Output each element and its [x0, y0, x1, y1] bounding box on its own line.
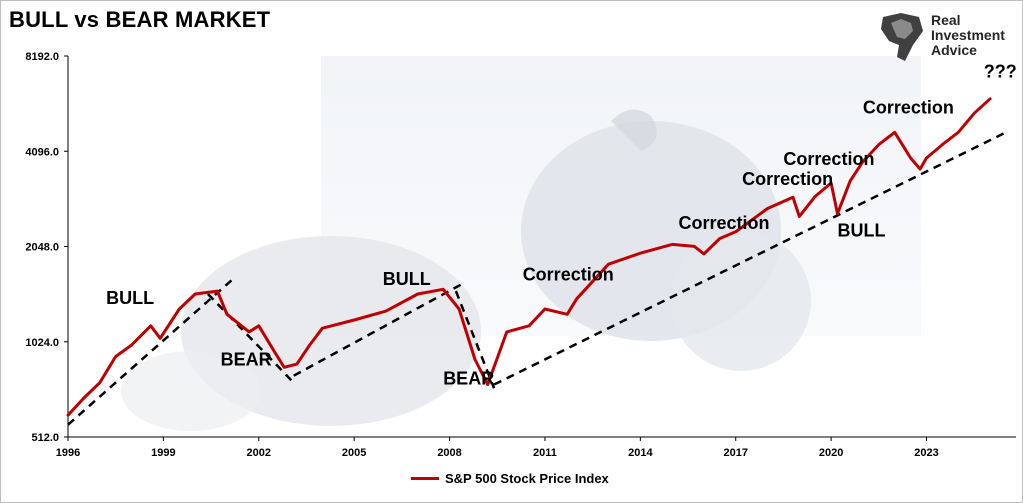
bull-head-logo-icon: [881, 13, 923, 61]
annotation-label: ???: [984, 62, 1017, 82]
annotation-label: Correction: [783, 149, 874, 169]
y-tick-label: 4096.0: [25, 146, 59, 158]
y-tick-label: 512.0: [31, 432, 59, 444]
x-tick-label: 2020: [819, 447, 843, 459]
logo-line-2: Investment: [931, 27, 1005, 43]
brand-logo: Real Investment Advice: [873, 9, 1022, 69]
logo-line-1: Real: [931, 12, 961, 28]
x-tick-label: 2011: [533, 447, 557, 459]
chart-title: BULL vs BEAR MARKET: [9, 7, 271, 32]
x-tick-label: 1996: [56, 447, 80, 459]
logo-text: Real Investment Advice: [931, 13, 1005, 58]
annotation-label: BULL: [383, 269, 431, 289]
x-tick-label: 2023: [914, 447, 938, 459]
trendline: [293, 281, 467, 377]
annotation-label: BULL: [106, 288, 154, 308]
legend-swatch: [411, 477, 439, 480]
legend: S&P 500 Stock Price Index: [411, 471, 609, 486]
y-ticks: 8192.0 4096.0 2048.0 1024.0 512.0: [25, 51, 68, 444]
x-tick-label: 2017: [723, 447, 747, 459]
x-ticks: 1996 1999 2002 2005 2008 2011 2014 2017 2020 2023: [56, 437, 939, 459]
x-tick-label: 2014: [628, 447, 653, 459]
series-line: [66, 97, 992, 417]
annotation-label: Correction: [523, 264, 614, 284]
x-tick-label: 2005: [342, 447, 366, 459]
annotation-label: Correction: [742, 169, 833, 189]
trendline: [207, 293, 295, 384]
y-tick-label: 2048.0: [25, 242, 59, 254]
annotations: BULLBEARBULLBEARCorrectionCorrectionCorr…: [106, 62, 1017, 389]
y-tick-label: 8192.0: [25, 51, 59, 63]
series-group: [66, 97, 992, 417]
annotation-label: Correction: [863, 97, 954, 117]
chart-svg: 8192.0 4096.0 2048.0 1024.0 512.0 1996 1999 20…: [25, 51, 1017, 459]
logo-line-3: Advice: [931, 42, 977, 58]
trendline: [454, 290, 496, 389]
trendline: [67, 277, 235, 426]
x-tick-label: 2008: [437, 447, 461, 459]
annotation-label: BEAR: [443, 369, 494, 389]
trendlines: [67, 131, 1007, 426]
axes: 8192.0 4096.0 2048.0 1024.0 512.0 1996 1999 20…: [25, 51, 1016, 459]
x-tick-label: 1999: [151, 447, 175, 459]
background-art: [121, 56, 921, 431]
legend-label: S&P 500 Stock Price Index: [445, 471, 609, 486]
annotation-label: BEAR: [221, 350, 272, 370]
trendline: [493, 131, 1007, 386]
annotation-label: Correction: [678, 213, 769, 233]
x-tick-label: 2002: [247, 447, 271, 459]
y-tick-label: 1024.0: [25, 337, 59, 349]
annotation-label: BULL: [837, 221, 885, 241]
